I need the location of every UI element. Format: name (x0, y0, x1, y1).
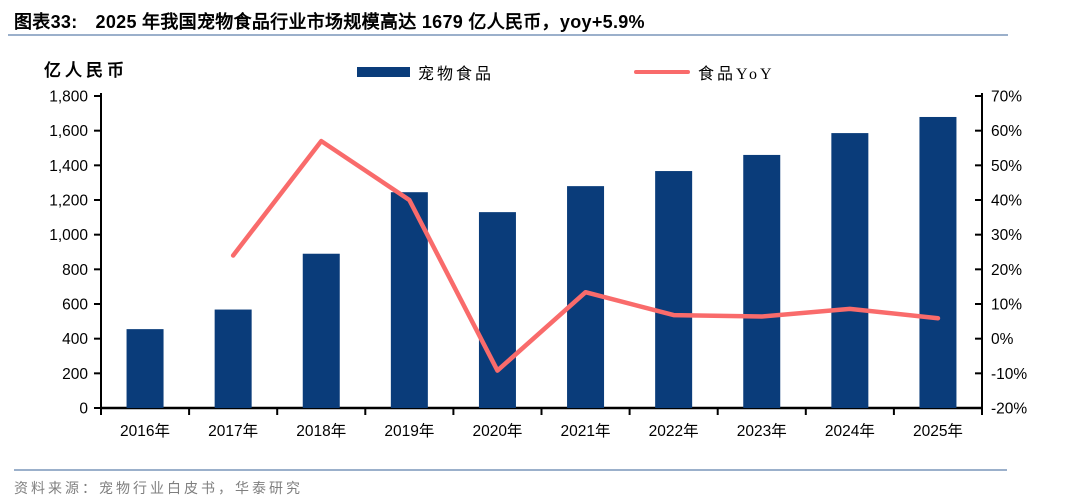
x-axis-category-label: 2018年 (296, 422, 346, 440)
figure-number-label: 图表33: (14, 12, 78, 32)
figure-title-text: 2025 年我国宠物食品行业市场规模高达 1679 亿人民币，yoy+5.9% (95, 12, 645, 32)
bar-2020年 (478, 212, 516, 408)
legend-label-food-yoy: 食品YoY (698, 66, 775, 83)
left-axis-tick-label: 1,400 (49, 158, 88, 175)
bar-2016年 (126, 329, 164, 408)
right-axis-tick-label: -10% (991, 366, 1027, 383)
left-axis-tick-label: 1,000 (49, 227, 88, 244)
right-axis-tick-label: 10% (991, 297, 1022, 314)
left-axis-tick-label: 1,800 (49, 89, 88, 106)
x-axis-category-label: 2025年 (913, 422, 963, 440)
title-divider (8, 34, 1008, 36)
right-axis-tick-label: -20% (991, 401, 1027, 418)
x-axis-category-label: 2016年 (120, 422, 170, 440)
right-axis-tick-label: 70% (991, 89, 1022, 106)
yoy-line (230, 138, 941, 373)
line-legend-swatch (634, 70, 690, 74)
left-axis-tick-label: 1,200 (49, 193, 88, 210)
left-axis-tick-label: 400 (62, 331, 88, 348)
x-axis-category-label: 2019年 (384, 422, 434, 440)
left-axis-tick-label: 200 (62, 366, 88, 383)
left-axis-tick-label: 800 (62, 262, 88, 279)
right-axis-tick-label: 40% (991, 193, 1022, 210)
legend-item-food-yoy: 食品YoY (634, 60, 775, 84)
bar-2017年 (214, 309, 252, 408)
right-axis-tick-label: 20% (991, 262, 1022, 279)
x-axis-category-label: 2024年 (825, 422, 875, 440)
legend-label-pet-food: 宠物食品 (418, 66, 495, 83)
footer-divider (14, 469, 1007, 471)
right-axis-tick-label: 30% (991, 227, 1022, 244)
x-axis-category-label: 2017年 (208, 422, 258, 440)
right-axis-tick-label: 60% (991, 123, 1022, 140)
x-axis-category-label: 2021年 (561, 422, 611, 440)
left-axis-tick-label: 1,600 (49, 123, 88, 140)
x-axis-category-label: 2022年 (649, 422, 699, 440)
source-note: 资料来源：宠物行业白皮书，华泰研究 (14, 482, 303, 497)
legend-item-pet-food: 宠物食品 (357, 60, 494, 84)
bar-legend-swatch (357, 67, 410, 77)
bar-2023年 (743, 154, 781, 408)
right-axis-tick-label: 50% (991, 158, 1022, 175)
x-axis-category-label: 2023年 (737, 422, 787, 440)
left-axis-tick-label: 0 (79, 401, 88, 418)
right-axis-tick-label: 0% (991, 331, 1014, 348)
left-axis-tick-label: 600 (62, 297, 88, 314)
bar-2025年 (919, 116, 957, 409)
bar-2022年 (655, 171, 693, 408)
bar-2024年 (831, 133, 869, 409)
bar-2018年 (302, 253, 340, 408)
x-axis-category-label: 2020年 (472, 422, 522, 440)
figure-title: 图表33: 2025 年我国宠物食品行业市场规模高达 1679 亿人民币，yoy+… (14, 8, 1014, 34)
left-axis-unit-label: 亿人民币 (44, 61, 128, 80)
